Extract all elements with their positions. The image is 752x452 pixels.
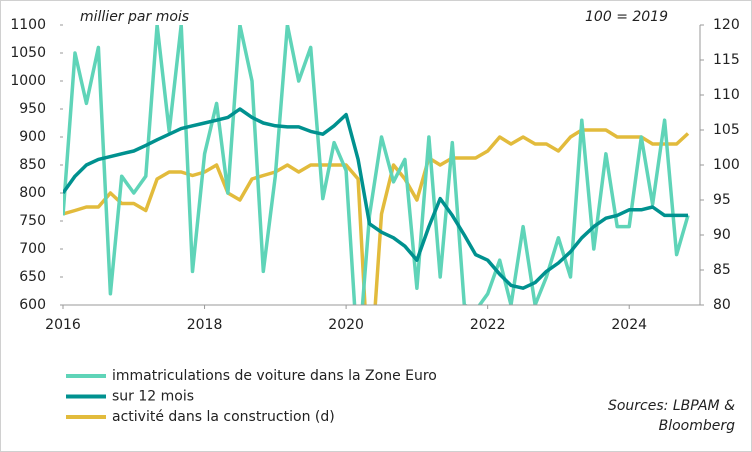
x-tick-label: 2016 <box>45 317 81 333</box>
y-tick-label: 1000 <box>10 73 46 89</box>
y-tick-label: 700 <box>19 241 46 257</box>
y2-tick-label: 110 <box>713 87 740 103</box>
y-tick-label: 650 <box>19 269 46 285</box>
sources: Bloomberg <box>659 418 736 434</box>
y2-tick-label: 85 <box>713 262 731 278</box>
series-line <box>63 107 688 290</box>
x-tick-label: 2022 <box>470 317 506 333</box>
y-tick-label: 1100 <box>10 17 46 33</box>
legend-label: sur 12 mois <box>112 389 194 405</box>
y-tick-label: 850 <box>19 157 46 173</box>
plot-area <box>63 25 690 305</box>
series-line <box>63 25 690 305</box>
legend-label: immatriculations de voiture dans la Zone… <box>112 368 437 384</box>
x-tick-label: 2018 <box>187 317 223 333</box>
y-tick-label: 800 <box>19 185 46 201</box>
y-tick-label: 600 <box>19 297 46 313</box>
y2-tick-label: 95 <box>713 192 731 208</box>
y-tick-label: 950 <box>19 101 46 117</box>
right-axis-label: 100 = 2019 <box>585 9 668 25</box>
x-tick-label: 2024 <box>611 317 647 333</box>
sources: Sources: LBPAM & <box>608 398 735 414</box>
left-axis-label: millier par mois <box>80 9 189 25</box>
y-tick-label: 750 <box>19 213 46 229</box>
y2-tick-label: 90 <box>713 227 731 243</box>
y2-tick-label: 100 <box>713 157 740 173</box>
legend-label: activité dans la construction (d) <box>112 409 335 425</box>
y2-tick-label: 115 <box>713 52 740 68</box>
y2-tick-label: 80 <box>713 297 731 313</box>
y2-tick-label: 105 <box>713 122 740 138</box>
y-tick-label: 1050 <box>10 45 46 61</box>
x-tick-label: 2020 <box>328 317 364 333</box>
y2-tick-label: 120 <box>713 17 740 33</box>
y-tick-label: 900 <box>19 129 46 145</box>
